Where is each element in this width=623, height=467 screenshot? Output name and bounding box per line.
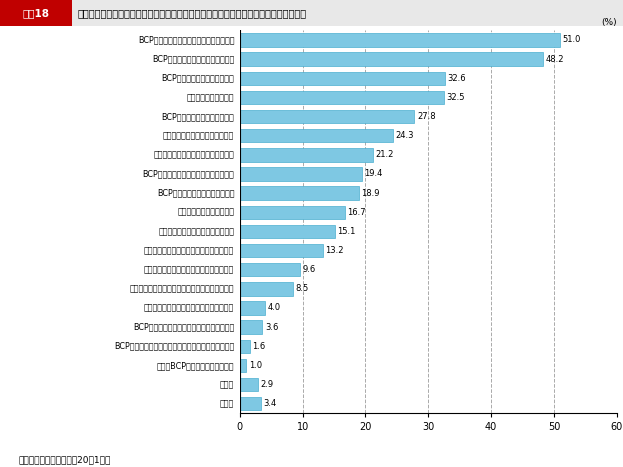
Text: BCPに対する経営層の意識が低い: BCPに対する経営層の意識が低い xyxy=(157,189,234,198)
Bar xyxy=(240,397,261,410)
Text: BCP関連のコンサルティング企業の窓口がわからない: BCP関連のコンサルティング企業の窓口がわからない xyxy=(114,342,234,351)
Bar xyxy=(240,340,250,353)
Text: 税制優遇措置などの財務手当支援が不十分: 税制優遇措置などの財務手当支援が不十分 xyxy=(144,304,234,312)
Bar xyxy=(240,91,444,104)
Text: 18.9: 18.9 xyxy=(361,189,379,198)
Text: 1.0: 1.0 xyxy=(249,361,262,370)
Text: 19.4: 19.4 xyxy=(364,170,383,178)
Text: 1.6: 1.6 xyxy=(252,342,265,351)
Text: 民間のBCP支援サービスが不十分: 民間のBCP支援サービスが不十分 xyxy=(157,361,234,370)
Text: 51.0: 51.0 xyxy=(563,35,581,44)
Text: 3.6: 3.6 xyxy=(265,323,278,332)
Bar xyxy=(240,263,300,276)
Bar xyxy=(240,129,392,142)
Text: バックアップシステムの構築が難しい: バックアップシステムの構築が難しい xyxy=(154,150,234,159)
Text: 同業他社との相互協力関係の構築が難しい: 同業他社との相互協力関係の構築が難しい xyxy=(144,265,234,274)
Text: その他: その他 xyxy=(220,380,234,389)
Text: サプライチェーン内の調整が難しい: サプライチェーン内の調整が難しい xyxy=(158,227,234,236)
Text: ガイドライン等に自社の業種に即した例示がない: ガイドライン等に自社の業種に即した例示がない xyxy=(130,284,234,293)
Bar xyxy=(240,205,345,219)
Bar xyxy=(240,320,262,334)
Text: BCPに関する自治体の相談窓口がわからない: BCPに関する自治体の相談窓口がわからない xyxy=(133,323,234,332)
Text: 重要業務の絞込みが難しい: 重要業務の絞込みが難しい xyxy=(178,208,234,217)
Bar xyxy=(240,52,543,66)
Text: BCP策定の費用の確保が難しい: BCP策定の費用の確保が難しい xyxy=(161,112,234,121)
Bar xyxy=(240,186,359,200)
Bar xyxy=(240,301,265,315)
Text: BCPに対する現場の意識が低い: BCPに対する現場の意識が低い xyxy=(161,74,234,83)
Text: 15.1: 15.1 xyxy=(337,227,356,236)
Text: 2.9: 2.9 xyxy=(260,380,273,389)
Bar xyxy=(240,33,560,47)
Text: 無回答: 無回答 xyxy=(220,399,234,408)
Text: 9.6: 9.6 xyxy=(303,265,316,274)
Text: 4.0: 4.0 xyxy=(267,304,280,312)
Bar xyxy=(240,378,258,391)
Bar xyxy=(240,282,293,296)
Text: 資料：内閣府調べ（平成20年1月）: 資料：内閣府調べ（平成20年1月） xyxy=(19,456,111,465)
Text: 48.2: 48.2 xyxy=(545,55,564,64)
Text: 図表18: 図表18 xyxy=(22,8,49,18)
Bar xyxy=(240,148,373,162)
Bar xyxy=(240,244,323,257)
Bar xyxy=(0,0,72,26)
Text: (%): (%) xyxy=(601,18,617,27)
Text: 24.3: 24.3 xyxy=(395,131,414,140)
Text: 8.5: 8.5 xyxy=(296,284,309,293)
Bar xyxy=(240,225,335,238)
Bar xyxy=(240,110,414,123)
Text: 法令，規制等の順守義務との整合が難しい: 法令，規制等の順守義務との整合が難しい xyxy=(144,246,234,255)
Text: 部署間の連携が難しい: 部署間の連携が難しい xyxy=(187,93,234,102)
Text: BCP策定に必要なノウハウ・スキルがない: BCP策定に必要なノウハウ・スキルがない xyxy=(138,35,234,44)
Bar xyxy=(240,167,362,181)
Text: 32.5: 32.5 xyxy=(447,93,465,102)
Text: 21.2: 21.2 xyxy=(376,150,394,159)
Text: 事業継続計画策定時の問題点（「策定する予定がある」と回答した大企業・複数回答）: 事業継続計画策定時の問題点（「策定する予定がある」と回答した大企業・複数回答） xyxy=(78,8,307,18)
Bar xyxy=(240,359,246,372)
Text: BCPを策定する人手を確保できない: BCPを策定する人手を確保できない xyxy=(152,55,234,64)
Bar xyxy=(240,71,445,85)
Text: 13.2: 13.2 xyxy=(325,246,344,255)
Text: 32.6: 32.6 xyxy=(447,74,466,83)
Text: 代替オフィス等の対策費用が高い: 代替オフィス等の対策費用が高い xyxy=(163,131,234,140)
Text: 27.8: 27.8 xyxy=(417,112,435,121)
Text: 3.4: 3.4 xyxy=(264,399,277,408)
Text: 16.7: 16.7 xyxy=(347,208,366,217)
Text: BCPの内容に関する情報が不足している: BCPの内容に関する情報が不足している xyxy=(143,170,234,178)
